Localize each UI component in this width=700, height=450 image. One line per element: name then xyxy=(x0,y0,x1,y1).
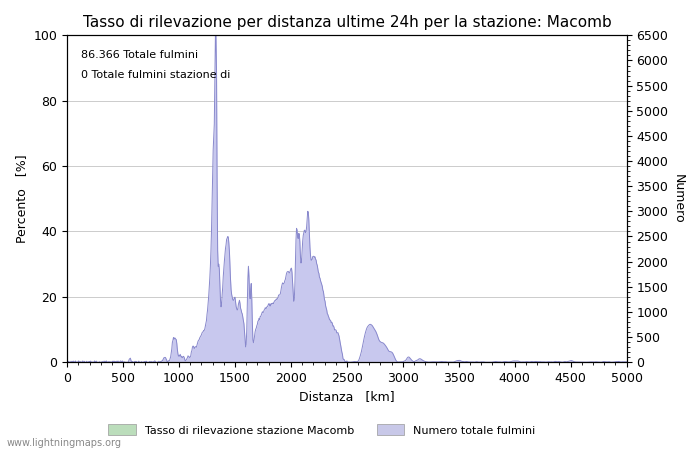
Y-axis label: Percento   [%]: Percento [%] xyxy=(15,154,28,243)
Y-axis label: Numero: Numero xyxy=(672,174,685,224)
Text: 0 Totale fulmini stazione di: 0 Totale fulmini stazione di xyxy=(81,70,230,80)
Title: Tasso di rilevazione per distanza ultime 24h per la stazione: Macomb: Tasso di rilevazione per distanza ultime… xyxy=(83,15,611,30)
X-axis label: Distanza   [km]: Distanza [km] xyxy=(299,391,395,404)
Text: www.lightningmaps.org: www.lightningmaps.org xyxy=(7,438,122,448)
Text: 86.366 Totale fulmini: 86.366 Totale fulmini xyxy=(81,50,198,60)
Legend: Tasso di rilevazione stazione Macomb, Numero totale fulmini: Tasso di rilevazione stazione Macomb, Nu… xyxy=(104,419,540,440)
